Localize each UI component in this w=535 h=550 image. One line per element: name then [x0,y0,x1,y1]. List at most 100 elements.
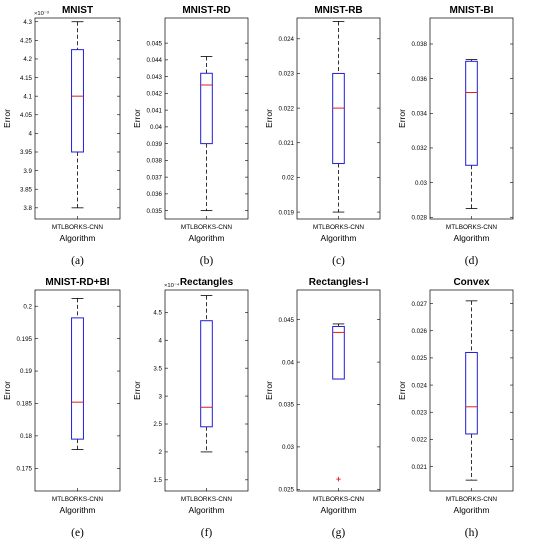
iqr-box [200,72,213,145]
panel-caption: (c) [332,255,345,267]
y-tick-label: 3.85 [20,186,33,193]
y-tick-label: 0.2 [23,303,32,310]
y-tick-label: 0.024 [412,382,428,389]
panel-1: MNIST ×10⁻³ 3.8 3.85 3.9 3.95 4 4.05 4.1 4.15 4.2 4… [2,5,121,267]
axis-multiplier: ×10⁻³ [34,11,49,17]
chart-title: Rectangles-I [309,277,369,288]
y-axis-label: Error [132,109,142,128]
y-tick-label: 0.022 [412,437,428,444]
x-axis-label: Algorithm [454,505,490,515]
chart-title: MNIST-RD+BI [45,277,109,288]
y-tick-label: 0.036 [412,76,428,83]
y-tick-label: 0.038 [147,158,163,165]
y-tick-label: 0.043 [147,74,163,81]
axis-multiplier: ×10⁻⁴ [164,282,180,289]
y-tick-label: 0.02 [282,175,295,182]
iqr-box [465,351,478,435]
y-tick-label: 3.9 [23,168,32,175]
iqr-box [200,320,213,428]
panel-caption: (e) [71,527,84,539]
chart-title: Rectangles [180,277,234,288]
y-tick-label: 4.15 [20,75,33,82]
outlier-marker [336,476,341,482]
y-tick-label: 4 [159,337,163,344]
y-tick-label: 0.022 [279,105,295,112]
y-tick-label: 0.03 [415,180,428,187]
x-axis-label: Algorithm [189,505,225,515]
axes-frame [296,289,381,492]
panel-caption: (f) [201,527,213,539]
y-tick-label: 0.042 [147,91,163,98]
y-tick-label: 0.03 [282,444,295,451]
y-tick-label: 0.028 [412,214,428,221]
x-tick-label: MTLBORKS-CNN [52,496,104,503]
y-tick-label: 2 [159,449,163,456]
x-axis-label: Algorithm [60,233,96,243]
y-tick-label: 0.04 [282,359,295,366]
y-axis-label: Error [397,381,407,400]
panel-caption: (h) [465,527,479,539]
y-axis-label: Error [2,109,12,128]
panel-2: MNIST-RD 0.035 0.036 0.037 0.038 0.039 0.04 0.0… [132,5,249,267]
y-axis-label: Error [397,109,407,128]
y-tick-label: 0.027 [412,301,428,308]
y-tick-label: 3.8 [23,205,32,212]
iqr-box [71,49,84,153]
y-tick-label: 0.023 [279,71,295,78]
y-tick-label: 0.044 [147,57,163,64]
y-tick-label: 0.035 [279,402,295,409]
y-tick-label: 4.3 [23,19,32,26]
y-tick-label: 0.037 [147,174,163,181]
iqr-box [332,325,345,380]
x-tick-label: MTLBORKS-CNN [446,224,498,231]
x-tick-label: MTLBORKS-CNN [446,496,498,503]
y-tick-label: 0.195 [17,336,33,343]
y-tick-label: 0.023 [412,409,428,416]
chart-title: Convex [453,277,490,288]
y-tick-label: 0.036 [147,191,163,198]
panel-caption: (a) [71,255,84,267]
y-tick-label: 0.025 [412,355,428,362]
y-tick-label: 0.045 [147,40,163,47]
y-tick-label: 4.5 [153,310,162,317]
chart-title: MNIST-RD [182,5,230,16]
y-tick-label: 0.038 [412,41,428,48]
chart-title: MNIST [62,5,93,16]
x-tick-label: MTLBORKS-CNN [52,224,104,231]
x-tick-label: MTLBORKS-CNN [313,496,365,503]
y-tick-label: 0.04 [150,124,163,131]
panel-6: Rectangles×10⁻⁴ 1.5 2 2.5 3 3.5 4 4.5 MTLBORKS-C… [132,277,249,539]
y-tick-label: 4.25 [20,38,33,45]
x-axis-label: Algorithm [60,505,96,515]
y-tick-label: 3.95 [20,149,33,156]
panel-4: MNIST-BI 0.028 0.03 0.032 0.034 0.036 0.038 MTL… [397,5,514,267]
y-tick-label: 0.024 [279,36,295,43]
y-axis-label: Error [264,109,274,128]
x-axis-label: Algorithm [189,233,225,243]
y-tick-label: 4.2 [23,56,32,63]
chart-title: MNIST-BI [450,5,494,16]
y-tick-label: 0.026 [412,328,428,335]
y-tick-label: 2.5 [153,421,162,428]
y-tick-label: 4 [29,131,33,138]
y-tick-label: 0.041 [147,107,163,114]
x-axis-label: Algorithm [321,505,357,515]
panel-caption: (g) [332,527,346,539]
panel-8: Convex 0.021 0.022 0.023 0.024 0.025 0.026 0.02… [397,277,514,539]
y-axis-label: Error [264,381,274,400]
y-tick-label: 3.5 [153,365,162,372]
iqr-box [332,72,345,165]
axes-frame [164,17,249,220]
axes-frame [34,289,121,492]
panel-caption: (d) [465,255,479,267]
panel-caption: (b) [200,255,214,267]
x-axis-label: Algorithm [454,233,490,243]
y-tick-label: 0.039 [147,141,163,148]
y-tick-label: 4.05 [20,112,33,119]
y-tick-label: 0.021 [412,464,428,471]
axes-frame [429,17,514,220]
y-tick-label: 0.034 [412,111,428,118]
x-tick-label: MTLBORKS-CNN [181,496,233,503]
y-tick-label: 4.1 [23,93,32,100]
